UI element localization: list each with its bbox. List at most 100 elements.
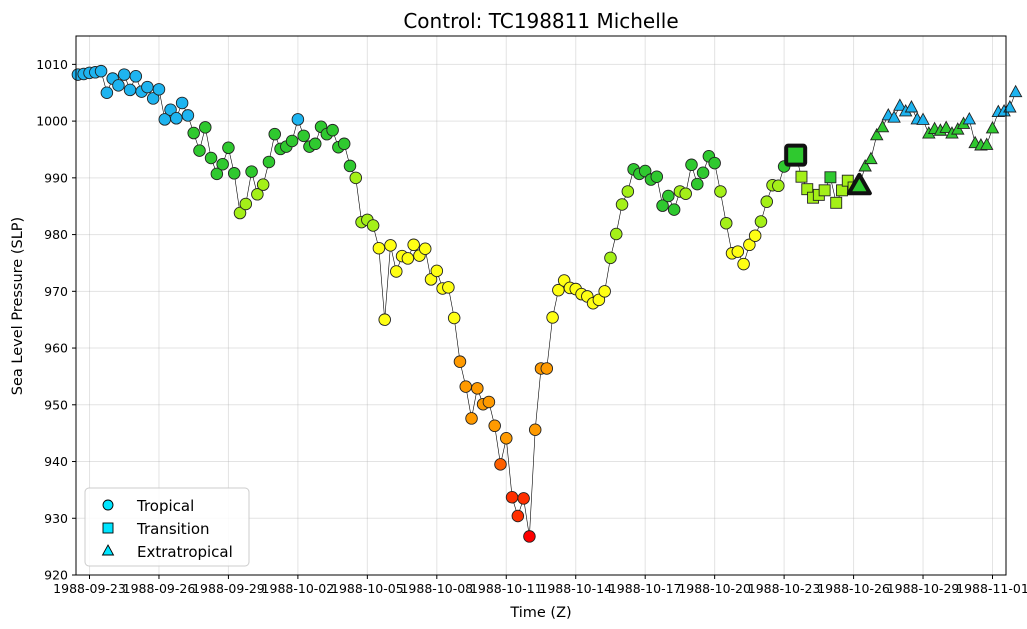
data-point-extratropical [939, 120, 953, 133]
data-point-tropical [511, 509, 525, 523]
data-point-tropical [129, 70, 143, 83]
y-tick-label: 1000 [36, 114, 68, 129]
data-point-tropical [199, 121, 212, 134]
data-point-tropical [731, 245, 745, 258]
data-point-tropical [390, 265, 403, 278]
data-point-tropical [164, 103, 177, 117]
x-tick-label: 1988-10-05 [331, 581, 404, 596]
legend-label-tropical: Tropical [136, 497, 194, 515]
x-tick-label: 1988-10-23 [748, 581, 821, 596]
data-point-tropical [523, 530, 536, 543]
y-axis-label: Sea Level Pressure (SLP) [10, 217, 26, 395]
data-point-tropical [638, 164, 652, 178]
data-point-tropical [517, 492, 530, 505]
data-point-tropical [152, 83, 166, 96]
y-tick-label: 930 [44, 511, 68, 526]
data-point-tropical [430, 264, 444, 278]
data-point-extratropical [1008, 84, 1023, 98]
data-point-tropical [691, 177, 704, 191]
data-point-tropical [748, 229, 762, 242]
data-point-extratropical [962, 111, 977, 125]
y-tick-label: 960 [44, 341, 68, 356]
data-point-tropical [696, 166, 710, 179]
data-point-extratropical [904, 100, 919, 113]
data-point-tropical [465, 412, 478, 425]
data-point-tropical [714, 185, 727, 198]
y-tick-label: 970 [44, 284, 68, 299]
y-tick-label: 940 [44, 454, 68, 469]
data-point-tropical [453, 355, 467, 368]
x-tick-label: 1988-09-26 [123, 581, 196, 596]
legend-box [84, 487, 250, 567]
y-tick-label: 980 [44, 227, 68, 242]
data-point-tropical [662, 189, 675, 203]
x-tick-label: 1988-10-26 [817, 581, 890, 596]
data-point-tropical [326, 123, 339, 137]
data-point-tropical [384, 239, 397, 252]
data-point-tropical [170, 112, 183, 125]
x-tick-label: 1988-10-11 [470, 581, 543, 596]
data-point-tropical [181, 109, 195, 122]
data-point-tropical [193, 144, 206, 157]
legend-label-transition: Transition [136, 520, 210, 538]
y-tick-label: 990 [44, 170, 68, 185]
data-point-transition [830, 196, 843, 209]
data-point-tropical [621, 185, 635, 198]
data-point-tropical [117, 68, 131, 81]
data-point-tropical [343, 159, 357, 173]
data-markers [71, 64, 1023, 543]
data-point-tropical [401, 252, 415, 265]
data-point-tropical [528, 423, 542, 437]
data-point-tropical [366, 219, 380, 232]
x-axis-ticks: 1988-09-231988-09-261988-09-291988-10-02… [53, 575, 1027, 596]
data-point-tropical [772, 179, 785, 193]
highlight-point-transition [784, 143, 808, 167]
data-point-tropical [378, 313, 391, 326]
data-point-extratropical [869, 127, 884, 141]
data-point-tropical [505, 491, 519, 504]
data-point-tropical [656, 199, 669, 212]
data-point-tropical [471, 382, 484, 395]
data-point-extratropical [875, 119, 890, 133]
data-point-tropical [719, 216, 733, 230]
data-point-tropical [349, 171, 363, 185]
y-tick-label: 920 [44, 568, 68, 583]
data-point-tropical [424, 273, 438, 286]
data-point-tropical [407, 238, 420, 252]
data-point-tropical [743, 238, 756, 252]
legend-marker-extratropical [101, 544, 115, 556]
data-point-tropical [187, 126, 200, 140]
data-point-extratropical [985, 121, 1000, 134]
data-point-transition [795, 170, 808, 183]
data-point-tropical [216, 157, 229, 171]
data-point-tropical [667, 203, 681, 216]
data-point-tropical [337, 137, 351, 151]
data-point-tropical [708, 156, 721, 170]
data-point-extratropical [1003, 100, 1017, 113]
data-point-extratropical [858, 159, 872, 172]
data-point-extratropical [893, 98, 907, 111]
data-point-extratropical [979, 137, 994, 150]
data-point-tropical [372, 241, 386, 255]
y-tick-label: 950 [44, 397, 68, 412]
data-point-tropical [100, 86, 114, 99]
legend-label-extratropical: Extratropical [137, 543, 233, 561]
data-point-tropical [204, 151, 218, 165]
data-point-tropical [447, 311, 461, 325]
data-point-tropical [309, 137, 322, 151]
data-point-tropical [592, 293, 606, 307]
data-point-tropical [760, 195, 773, 208]
data-point-tropical [94, 64, 108, 78]
chart-title: Control: TC198811 Michelle [403, 9, 678, 33]
x-tick-label: 1988-10-02 [262, 581, 335, 596]
data-point-tropical [615, 198, 629, 211]
data-point-tropical [222, 141, 235, 155]
data-point-tropical [754, 215, 768, 228]
x-tick-label: 1988-10-08 [400, 581, 473, 596]
data-point-transition [818, 184, 831, 197]
data-point-tropical [442, 281, 455, 294]
data-point-tropical [262, 155, 276, 169]
x-tick-label: 1988-10-29 [887, 581, 960, 596]
y-tick-label: 1010 [36, 57, 68, 72]
